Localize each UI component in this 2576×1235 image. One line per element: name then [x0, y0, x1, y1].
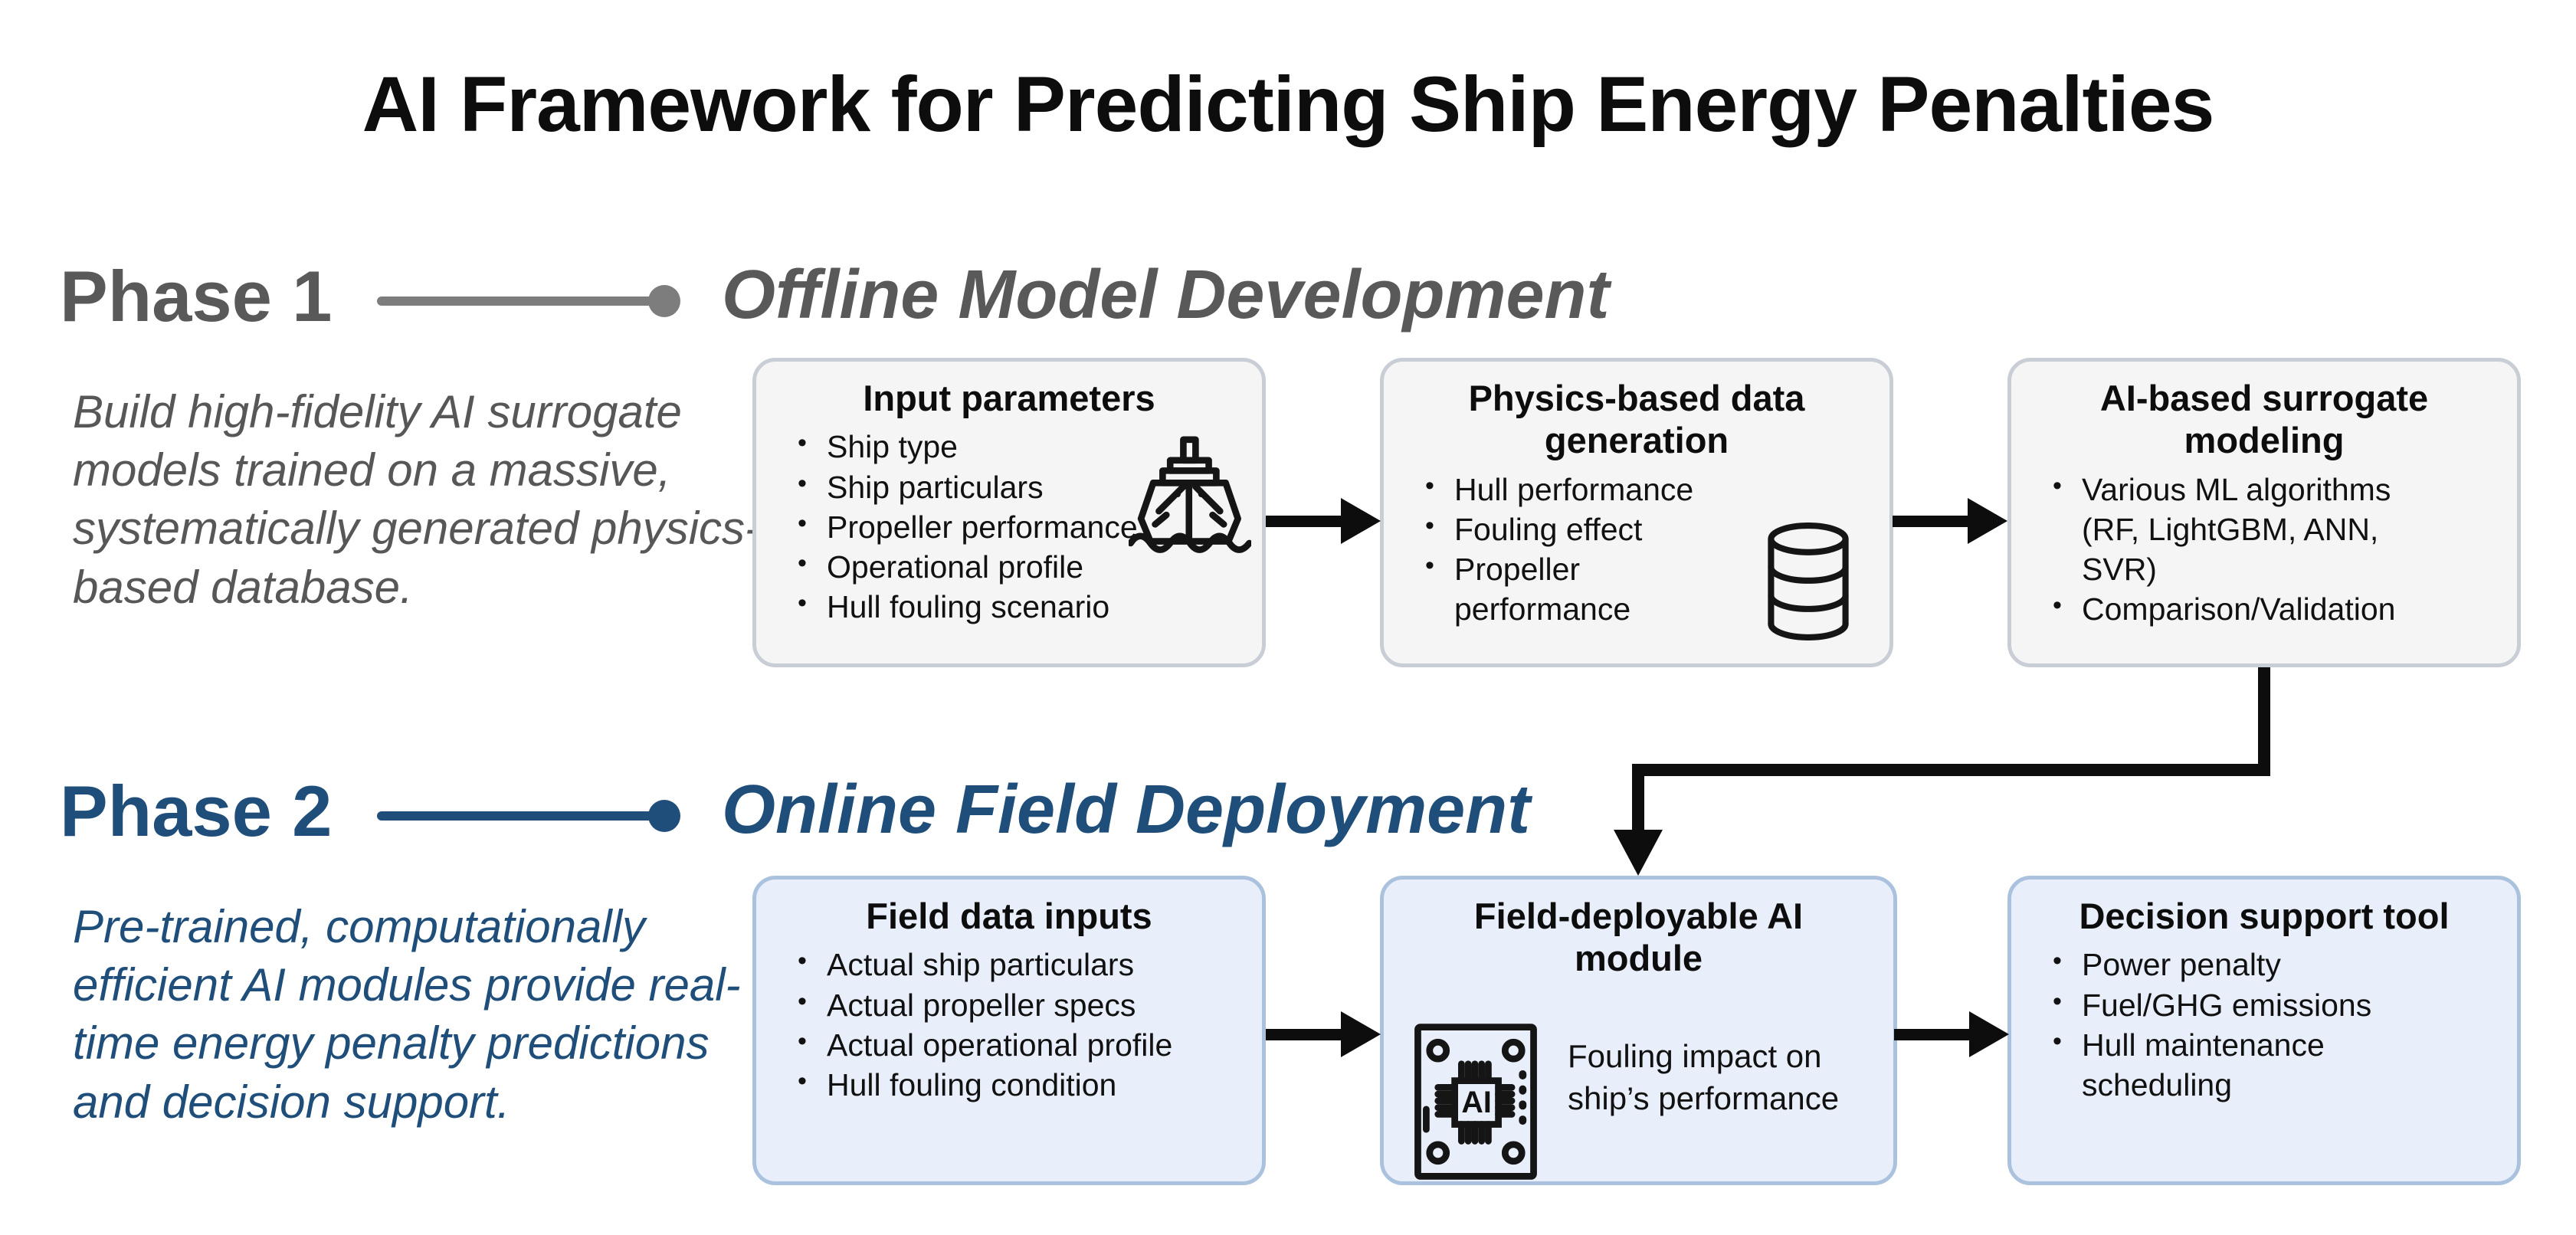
box-ai-surrogate-modeling: AI-based surrogate modeling • Various ML …: [2007, 358, 2521, 667]
bullet-marker: •: [2053, 591, 2062, 621]
phase2-label: Phase 2: [60, 771, 333, 851]
bullet-marker: •: [798, 588, 807, 618]
box-field-data-inputs: Field data inputs • Actual ship particula…: [752, 876, 1266, 1185]
box-field-deployable-ai-module: Field-deployable AI module AI Fouling im…: [1380, 876, 1897, 1185]
phase1-to-phase2-connector-arrow: [1614, 658, 2270, 876]
list-item: • Hull fouling condition: [778, 1065, 1240, 1105]
list-item: • Power penalty: [2033, 945, 2424, 984]
phase2-heading: Online Field Deployment: [722, 771, 1531, 848]
list-item: • Hull fouling scenario: [778, 587, 1240, 627]
box-title: Physics-based data generation: [1468, 378, 1805, 461]
bullet-text: Propeller performance: [1454, 552, 1631, 627]
phase1-connector-dot: [648, 285, 680, 317]
box-physics-data-generation: Physics-based data generation • Hull perf…: [1380, 358, 1893, 667]
bullet-text: Hull maintenance scheduling: [2082, 1027, 2325, 1102]
svg-text:AI: AI: [1461, 1086, 1491, 1119]
list-item: • Actual propeller specs: [778, 985, 1240, 1025]
box-input-parameters: Input parameters • Ship type • Ship partic…: [752, 358, 1266, 667]
list-item: • Hull maintenance scheduling: [2033, 1025, 2424, 1105]
box-title: Decision support tool: [2079, 896, 2450, 936]
phase1-label: Phase 1: [60, 256, 333, 336]
arrow-shaft: [1893, 516, 1973, 527]
arrow-physics-to-surrogate: [1893, 498, 2007, 544]
bullet-text: Various ML algorithms (RF, LightGBM, ANN…: [2082, 471, 2391, 588]
bullet-marker: •: [1425, 470, 1434, 500]
bullet-list: • Ship type • Ship particulars • Propeller …: [778, 427, 1240, 626]
bullet-marker: •: [798, 1026, 807, 1056]
box-decision-support-tool: Decision support tool • Power penalty • Fu…: [2007, 876, 2521, 1185]
list-item: • Propeller performance: [778, 507, 1240, 547]
list-item: • Ship particulars: [778, 467, 1240, 507]
bullet-list: • Hull performance • Fouling effect • Prope…: [1405, 470, 1750, 629]
arrow-shaft: [1894, 1029, 1975, 1040]
bullet-text: Actual ship particulars: [827, 947, 1135, 983]
box-title: Field-deployable AI module: [1473, 896, 1804, 979]
bullet-list: • Actual ship particulars • Actual propell…: [778, 945, 1240, 1104]
ai-chip-icon: AI: [1414, 1024, 1537, 1180]
bullet-marker: •: [2053, 986, 2062, 1016]
bullet-text: Hull fouling scenario: [827, 588, 1110, 624]
list-item: • Various ML algorithms (RF, LightGBM, AN…: [2033, 470, 2416, 589]
bullet-text: Operational profile: [827, 549, 1084, 585]
list-item: • Fouling effect: [1405, 509, 1750, 549]
list-item: • Fuel/GHG emissions: [2033, 985, 2424, 1025]
bullet-marker: •: [798, 548, 807, 578]
bullet-text: Actual propeller specs: [827, 987, 1136, 1023]
box-title: AI-based surrogate modeling: [2099, 378, 2429, 461]
bullet-text: Fouling effect: [1454, 511, 1643, 547]
bullet-marker: •: [2053, 470, 2062, 500]
arrow-head-icon: [1341, 498, 1381, 544]
arrow-fielddata-to-aimodule: [1266, 1011, 1381, 1057]
phase1-connector-line: [377, 296, 654, 306]
page-title: AI Framework for Predicting Ship Energy …: [362, 61, 2215, 148]
database-icon: [1768, 522, 1849, 640]
bullet-text: Comparison/Validation: [2082, 591, 2396, 627]
phase2-connector-dot: [648, 800, 680, 832]
list-item: • Actual ship particulars: [778, 945, 1240, 984]
bullet-marker: •: [798, 508, 807, 538]
arrow-head-icon: [1969, 1011, 2009, 1057]
arrow-head-icon: [1341, 1011, 1381, 1057]
bullet-marker: •: [2053, 1026, 2062, 1056]
bullet-marker: •: [798, 946, 807, 976]
bullet-marker: •: [2053, 946, 2062, 976]
bullet-list: • Power penalty • Fuel/GHG emissions • Hull…: [2033, 945, 2424, 1104]
list-item: • Comparison/Validation: [2033, 589, 2416, 629]
bullet-marker: •: [798, 428, 807, 458]
bullet-text: Ship type: [827, 429, 958, 465]
bullet-text: Hull performance: [1454, 471, 1694, 507]
bullet-marker: •: [798, 1066, 807, 1096]
bullet-text: Fuel/GHG emissions: [2082, 987, 2372, 1023]
bullet-list: • Various ML algorithms (RF, LightGBM, AN…: [2033, 470, 2416, 629]
phase1-description: Build high-fidelity AI surrogate models …: [73, 386, 761, 613]
list-item: • Actual operational profile: [778, 1025, 1240, 1065]
bullet-text: Ship particulars: [827, 469, 1044, 505]
arrow-aimodule-to-decision: [1894, 1011, 2009, 1057]
bullet-text: Propeller performance: [827, 509, 1138, 545]
bullet-marker: •: [798, 986, 807, 1016]
arrow-head-icon: [1968, 498, 2007, 544]
bullet-marker: •: [798, 468, 807, 498]
arrow-shaft: [1266, 1029, 1346, 1040]
phase2-connector-line: [377, 811, 654, 821]
ai-module-note: Fouling impact on ship’s performance: [1568, 1038, 1840, 1116]
bullet-marker: •: [1425, 551, 1434, 581]
box-title: Input parameters: [863, 378, 1155, 418]
list-item: • Ship type: [778, 427, 1240, 467]
list-item: • Propeller performance: [1405, 549, 1750, 629]
ship-icon: [1129, 436, 1251, 553]
phase2-description: Pre-trained, computationally efficient A…: [73, 901, 741, 1128]
bullet-text: Hull fouling condition: [827, 1066, 1117, 1102]
arrow-shaft: [1266, 516, 1346, 527]
bullet-text: Actual operational profile: [827, 1027, 1173, 1063]
arrow-input-to-physics: [1266, 498, 1381, 544]
bullet-marker: •: [1425, 510, 1434, 540]
bullet-text: Power penalty: [2082, 947, 2281, 983]
list-item: • Operational profile: [778, 547, 1240, 587]
list-item: • Hull performance: [1405, 470, 1750, 509]
box-title: Field data inputs: [866, 896, 1152, 936]
phase1-heading: Offline Model Development: [722, 257, 1610, 333]
